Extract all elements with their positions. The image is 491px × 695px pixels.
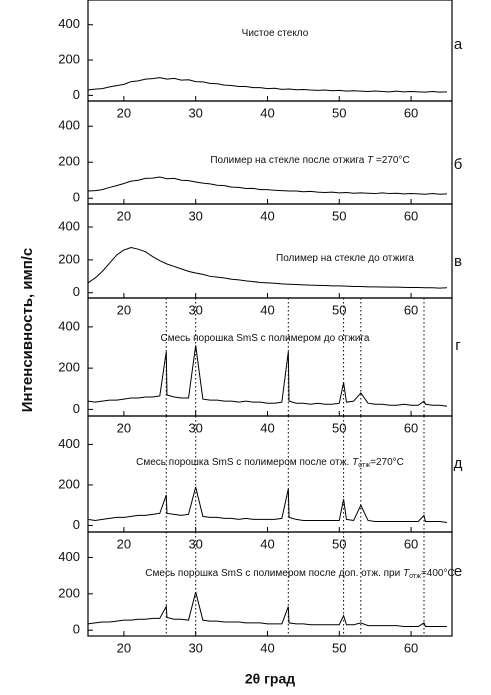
data-line	[87, 247, 447, 289]
x-tick-label: 40	[260, 105, 274, 120]
panel-frame	[87, 531, 453, 637]
x-tick-label: 40	[260, 208, 274, 223]
y-tick-label: 200	[58, 251, 80, 266]
annotation-part: Смесь порошка SmS с полимером после отж.	[136, 457, 352, 468]
x-tick-label: 40	[260, 536, 274, 551]
y-tick-label: 400	[58, 16, 80, 31]
x-tick-label: 50	[332, 208, 346, 223]
x-tick-label: 50	[332, 302, 346, 317]
annotation-part: Полимер на стекле до отжига	[276, 253, 414, 264]
annotation: Чистое стекло	[242, 28, 309, 39]
x-tick-label: 50	[332, 536, 346, 551]
x-tick-label: 60	[404, 640, 418, 655]
y-tick-label: 200	[58, 476, 80, 491]
annotation: Полимер на стекле до отжига	[276, 253, 414, 264]
y-tick-label: 0	[73, 190, 80, 205]
panel-letter: е	[454, 563, 462, 580]
annotation-part: Смесь порошка SmS с полимером до отжига	[160, 333, 369, 344]
panel-frame	[87, 0, 453, 102]
y-tick-label: 0	[73, 517, 80, 532]
annotation-part: T	[403, 568, 410, 579]
x-tick-label: 40	[260, 640, 274, 655]
annotation-part: T	[352, 457, 359, 468]
y-tick-label: 200	[58, 360, 80, 375]
x-tick-label: 20	[117, 640, 131, 655]
x-tick-label: 40	[260, 302, 274, 317]
panel-letter: а	[454, 36, 463, 53]
y-tick-label: 400	[58, 318, 80, 333]
annotation: Смесь порошка SmS с полимером после отж.…	[136, 457, 404, 470]
panel-letter: б	[454, 156, 463, 173]
x-tick-label: 60	[404, 208, 418, 223]
data-line	[87, 176, 447, 195]
data-line	[87, 486, 448, 523]
y-tick-label: 400	[58, 436, 80, 451]
x-tick-label: 60	[404, 105, 418, 120]
x-tick-label: 40	[260, 420, 274, 435]
y-tick-label: 200	[58, 154, 80, 169]
x-tick-label: 30	[188, 640, 202, 655]
y-tick-label: 400	[58, 118, 80, 133]
panel-letter: д	[454, 455, 463, 472]
y-axis-label: Интенсивность, имп/с	[19, 248, 36, 413]
x-tick-label: 30	[188, 208, 202, 223]
y-tick-label: 200	[58, 585, 80, 600]
x-tick-label: 50	[332, 640, 346, 655]
x-tick-label: 20	[117, 208, 131, 223]
panel-letter: в	[454, 253, 462, 270]
y-tick-label: 200	[58, 51, 80, 66]
x-tick-label: 20	[117, 536, 131, 551]
annotation-part: =270°C	[370, 457, 404, 468]
y-tick-label: 400	[58, 549, 80, 564]
y-tick-label: 0	[73, 622, 80, 637]
x-tick-label: 30	[188, 420, 202, 435]
x-tick-label: 60	[404, 536, 418, 551]
x-tick-label: 20	[117, 105, 131, 120]
x-tick-label: 50	[332, 105, 346, 120]
annotation: Смесь порошка SmS с полимером после доп.…	[145, 568, 454, 581]
annotation-part: Чистое стекло	[242, 28, 309, 39]
data-line	[87, 77, 447, 93]
y-tick-label: 400	[58, 218, 80, 233]
annotation-part: Смесь порошка SmS с полимером после доп.…	[145, 568, 403, 579]
x-tick-label: 60	[404, 420, 418, 435]
annotation-part: отж	[358, 462, 370, 469]
annotation-part: Полимер на стекле после отжига	[210, 155, 367, 166]
annotation-part: =270°C	[373, 155, 410, 166]
annotation: Полимер на стекле после отжига T =270°C	[210, 155, 409, 166]
x-tick-label: 60	[404, 302, 418, 317]
panel-letter: г	[455, 337, 461, 354]
annotation: Смесь порошка SmS с полимером до отжига	[160, 333, 369, 344]
annotation-part: T	[367, 155, 374, 166]
data-line	[87, 345, 448, 407]
y-tick-label: 0	[73, 284, 80, 299]
x-axis-label: 2θ град	[245, 671, 295, 687]
annotation-part: отж	[409, 573, 421, 580]
data-line	[87, 591, 447, 628]
x-tick-label: 50	[332, 420, 346, 435]
x-tick-label: 30	[188, 105, 202, 120]
y-tick-label: 0	[73, 87, 80, 102]
x-tick-label: 20	[117, 420, 131, 435]
annotation-part: =400°C	[421, 568, 455, 579]
x-tick-label: 30	[188, 302, 202, 317]
y-tick-label: 0	[73, 401, 80, 416]
x-tick-label: 20	[117, 302, 131, 317]
x-tick-label: 30	[188, 536, 202, 551]
